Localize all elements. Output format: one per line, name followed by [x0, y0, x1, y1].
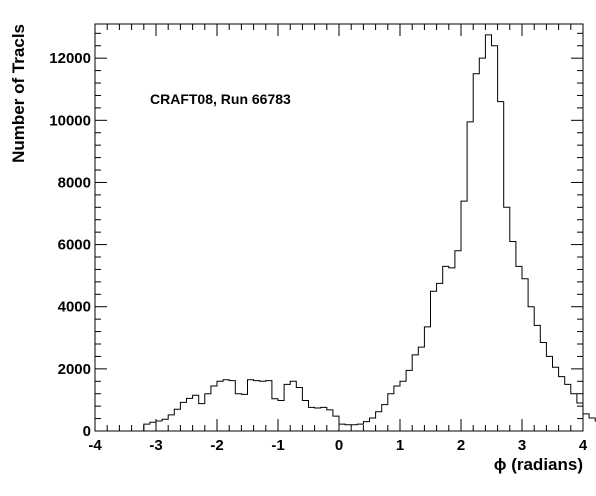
y-axis-title: Number of Tracls [9, 24, 28, 163]
x-tick-label: 3 [518, 437, 526, 454]
plot-frame [94, 23, 584, 432]
y-tick-label: 4000 [58, 299, 91, 316]
run-annotation: CRAFT08, Run 66783 [150, 91, 291, 107]
y-tick-label: 10000 [49, 112, 91, 129]
x-tick-label: -2 [210, 437, 223, 454]
y-tick-label: 6000 [58, 237, 91, 254]
tick-labels: -4 -3 -2 -1 0 1 2 3 4 0 2000 4000 6000 8000 10000 12000 [49, 50, 588, 454]
x-tick-label: 1 [396, 437, 404, 454]
y-tick-label: 0 [83, 423, 91, 440]
x-axis-title: ϕ (radians) [494, 455, 583, 474]
y-tick-label: 12000 [49, 50, 91, 67]
x-tick-label: -4 [88, 437, 102, 454]
y-tick-label: 8000 [58, 174, 91, 191]
x-tick-label: -3 [149, 437, 162, 454]
x-tick-label: 2 [457, 437, 465, 454]
y-tick-label: 2000 [58, 361, 91, 378]
x-tick-label: -1 [271, 437, 284, 454]
x-tick-label: 4 [579, 437, 588, 454]
x-tick-label: 0 [335, 437, 343, 454]
histogram-line [143, 34, 596, 431]
